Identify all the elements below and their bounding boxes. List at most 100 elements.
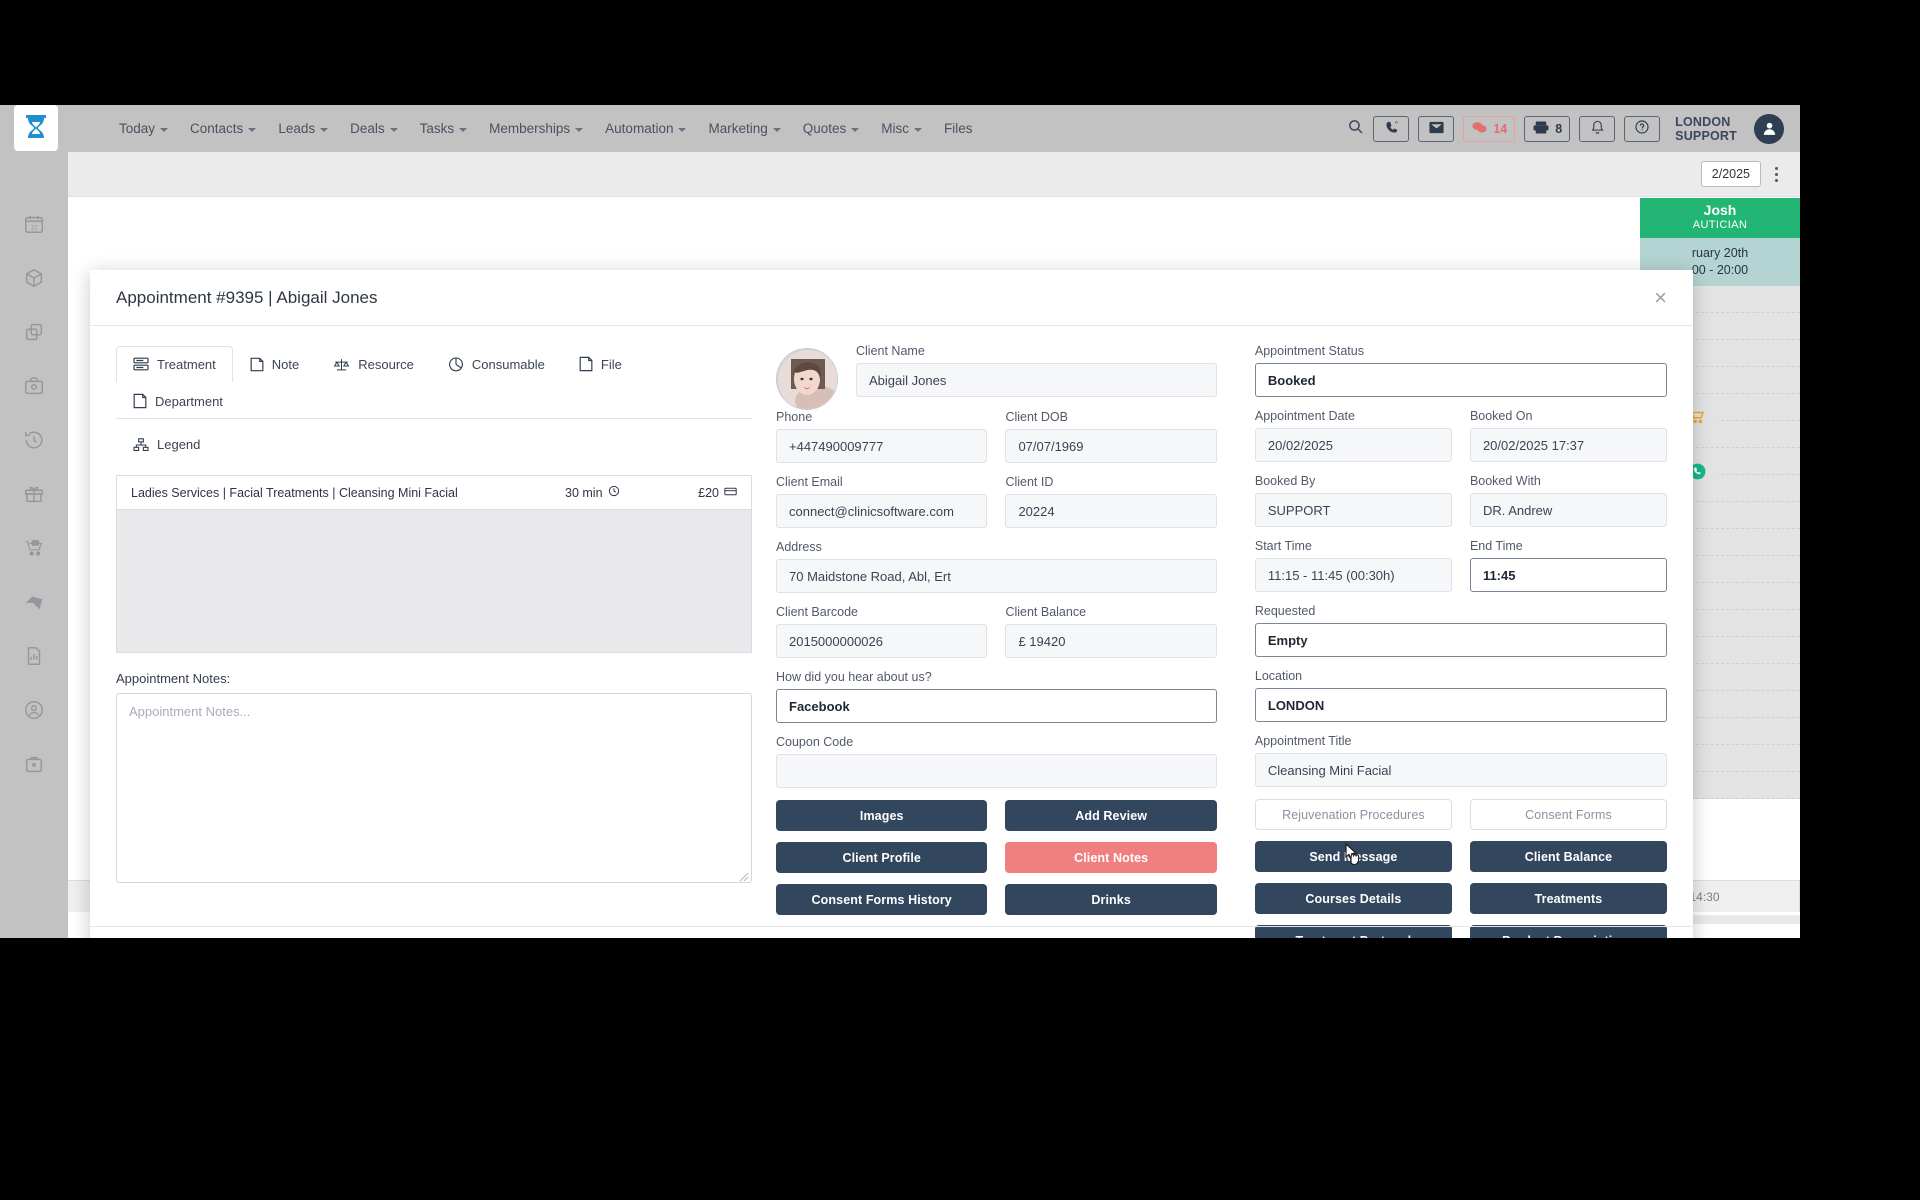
treatment-protocol-button[interactable]: Treatment Protocol xyxy=(1254,925,1452,938)
appointment-status-select[interactable]: Booked xyxy=(1254,363,1667,397)
requested-label: Requested xyxy=(1254,604,1316,618)
appointment-title-input[interactable]: Cleansing Mini Facial xyxy=(1254,753,1667,787)
modal-tabs: Treatment Note xyxy=(116,344,752,419)
treatment-list: Ladies Services | Facial Treatments | Cl… xyxy=(116,475,752,653)
modal-body: Treatment Note xyxy=(90,326,1693,938)
client-dob-input[interactable]: 07/07/1969 xyxy=(1005,429,1217,463)
booked-on-input[interactable]: 20/02/2025 17:37 xyxy=(1469,428,1667,462)
nav-item-deals[interactable]: Deals xyxy=(339,121,409,136)
sidebar-item-briefcase[interactable] xyxy=(0,737,68,791)
client-photo[interactable] xyxy=(776,348,838,410)
client-id-input[interactable]: 20224 xyxy=(1005,494,1217,528)
rejuvenation-procedures-button[interactable]: Rejuvenation Procedures xyxy=(1254,799,1452,830)
calendar-staff-header[interactable]: Josh AUTICIAN xyxy=(1640,198,1800,238)
tab-label: File xyxy=(600,356,622,372)
cart-icon xyxy=(23,537,45,559)
appointment-notes-input[interactable]: Appointment Notes... xyxy=(116,693,752,883)
product-prescriptions-button[interactable]: Product Prescriptions xyxy=(1469,925,1667,938)
sidebar-item-user-circle[interactable] xyxy=(0,683,68,737)
chevron-down-icon xyxy=(160,127,169,132)
sidebar-item-layers[interactable] xyxy=(0,305,68,359)
inbox-button[interactable] xyxy=(1418,115,1455,142)
hourglass-logo[interactable] xyxy=(14,105,58,151)
coupon-code-input[interactable] xyxy=(776,754,1217,788)
sidebar-item-calendar[interactable]: 12 xyxy=(0,197,68,251)
printer-button[interactable]: 8 xyxy=(1524,115,1571,142)
nav-item-quotes[interactable]: Quotes xyxy=(792,121,871,136)
client-notes-button[interactable]: Client Notes xyxy=(1005,842,1217,873)
history-icon xyxy=(23,429,45,451)
nav-label: Files xyxy=(944,121,973,136)
calendar-date-picker[interactable]: 2/2025 xyxy=(1700,161,1761,187)
end-time-input[interactable]: 11:45 xyxy=(1469,558,1667,592)
consent-forms-button[interactable]: Consent Forms xyxy=(1469,799,1667,830)
requested-select[interactable]: Empty xyxy=(1254,623,1667,657)
tab-file[interactable]: File xyxy=(562,345,639,382)
avatar[interactable] xyxy=(1754,113,1784,144)
user-location-label[interactable]: LONDON SUPPORT xyxy=(1675,115,1737,143)
phone-button[interactable] xyxy=(1373,115,1410,142)
start-time-input[interactable]: 11:15 - 11:45 (00:30h) xyxy=(1254,558,1452,592)
nav-item-automation[interactable]: Automation xyxy=(594,121,697,136)
chevron-down-icon xyxy=(248,127,257,132)
treatment-pane: Treatment Note xyxy=(116,344,776,924)
client-balance-button[interactable]: Client Balance xyxy=(1469,841,1667,872)
tab-department[interactable]: Department xyxy=(116,382,240,419)
phone-input[interactable]: +447490009777 xyxy=(776,429,988,463)
drinks-button[interactable]: Drinks xyxy=(1005,884,1217,915)
treatments-button[interactable]: Treatments xyxy=(1469,883,1667,914)
images-button[interactable]: Images xyxy=(776,800,988,831)
nav-label: Automation xyxy=(605,121,674,136)
booked-by-input[interactable]: SUPPORT xyxy=(1254,493,1452,527)
chat-button[interactable]: 14 xyxy=(1463,115,1516,142)
notifications-button[interactable] xyxy=(1579,115,1616,142)
appointment-date-input[interactable]: 20/02/2025 xyxy=(1254,428,1452,462)
search-button[interactable] xyxy=(1347,118,1364,140)
nav-item-contacts[interactable]: Contacts xyxy=(179,121,267,136)
nav-item-today[interactable]: Today xyxy=(108,121,179,136)
client-barcode-input[interactable]: 2015000000026 xyxy=(776,624,988,658)
client-profile-button[interactable]: Client Profile xyxy=(776,842,988,873)
sidebar-item-gift[interactable] xyxy=(0,467,68,521)
courses-details-button[interactable]: Courses Details xyxy=(1254,883,1452,914)
client-balance-input[interactable]: £ 19420 xyxy=(1005,624,1217,658)
nav-item-files[interactable]: Files xyxy=(933,121,984,136)
send-message-button[interactable]: Send Message xyxy=(1254,841,1452,872)
add-review-button[interactable]: Add Review xyxy=(1005,800,1217,831)
help-button[interactable] xyxy=(1624,115,1661,142)
sidebar-item-report[interactable] xyxy=(0,629,68,683)
close-icon[interactable]: × xyxy=(1654,284,1667,310)
tab-resource[interactable]: Resource xyxy=(316,346,431,382)
client-email-input[interactable]: connect@clinicsoftware.com xyxy=(776,494,988,528)
sidebar-item-basket[interactable] xyxy=(0,359,68,413)
location-select[interactable]: LONDON xyxy=(1254,688,1667,722)
sidebar-item-tag[interactable] xyxy=(0,575,68,629)
client-name-input[interactable]: Abigail Jones xyxy=(856,363,1217,397)
sidebar-item-cart[interactable] xyxy=(0,521,68,575)
sidebar-item-package[interactable] xyxy=(0,251,68,305)
tab-consumable[interactable]: Consumable xyxy=(431,345,562,382)
nav-item-misc[interactable]: Misc xyxy=(870,121,933,136)
consent-forms-history-button[interactable]: Consent Forms History xyxy=(776,884,988,915)
printer-badge-count: 8 xyxy=(1555,121,1563,136)
scales-icon xyxy=(333,357,350,372)
nav-item-memberships[interactable]: Memberships xyxy=(478,121,594,136)
tab-treatment[interactable]: Treatment xyxy=(116,345,233,382)
nav-item-marketing[interactable]: Marketing xyxy=(697,121,791,136)
booked-with-input[interactable]: DR. Andrew xyxy=(1469,493,1667,527)
tab-legend[interactable]: Legend xyxy=(116,426,217,462)
calendar-more-menu[interactable] xyxy=(1771,166,1782,182)
how-did-you-hear-select[interactable]: Facebook xyxy=(776,689,1217,723)
nav-label: Leads xyxy=(278,121,316,136)
appointment-notes-label: Appointment Notes: xyxy=(116,671,231,686)
table-row[interactable]: Ladies Services | Facial Treatments | Cl… xyxy=(117,476,751,510)
nav-item-leads[interactable]: Leads xyxy=(267,121,339,136)
address-input[interactable]: 70 Maidstone Road, Abl, Ert xyxy=(776,559,1217,593)
topbar-actions: 14 8 xyxy=(1347,105,1784,152)
nav-item-tasks[interactable]: Tasks xyxy=(409,121,479,136)
resize-handle[interactable] xyxy=(739,870,749,882)
tab-note[interactable]: Note xyxy=(233,346,316,382)
calendar-toolbar: 2/2025 xyxy=(68,152,1800,197)
chevron-down-icon xyxy=(772,127,781,132)
sidebar-item-history[interactable] xyxy=(0,413,68,467)
